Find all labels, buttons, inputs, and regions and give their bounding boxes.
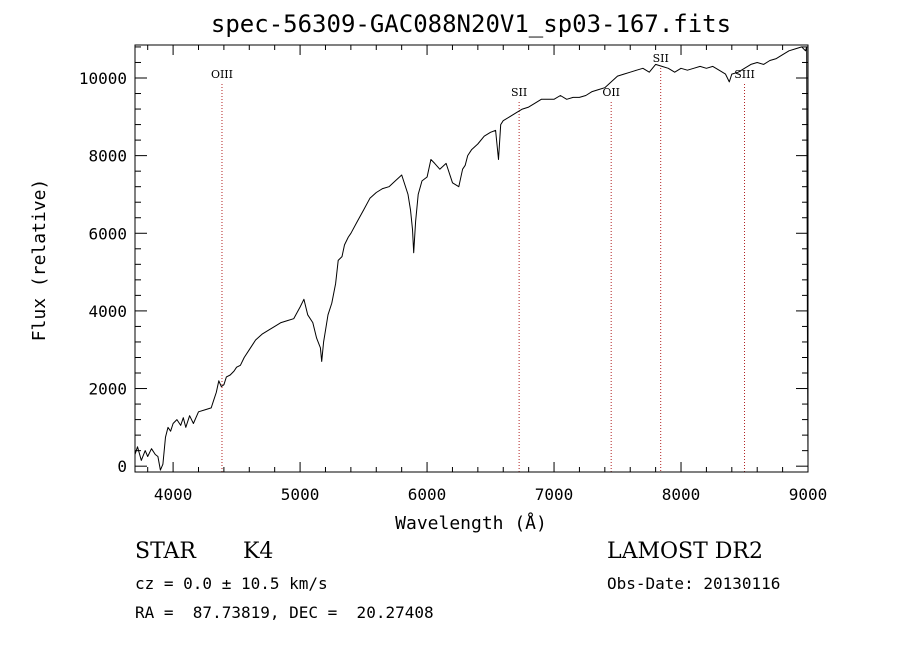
survey-name: LAMOST DR2: [607, 539, 763, 564]
y-tick-label: 8000: [88, 147, 127, 166]
spectrum-line-flux: [134, 46, 809, 471]
y-axis-ticks: 0 2000 4000 6000 8000 10000: [79, 46, 808, 476]
x-tick-label: 4000: [154, 485, 193, 504]
line-marker-label: SII: [653, 52, 669, 65]
plot-frame: [134, 44, 809, 473]
redshift-value: cz = 0.0 ± 10.5 km/s: [135, 574, 328, 593]
y-tick-label: 6000: [88, 224, 127, 243]
object-class: STAR: [135, 539, 196, 564]
x-tick-label: 9000: [789, 485, 828, 504]
x-tick-label: 8000: [662, 485, 701, 504]
y-axis-label: Flux (relative): [29, 179, 50, 342]
y-tick-label: 10000: [79, 69, 127, 88]
sky-coordinates: RA = 87.73819, DEC = 20.27408: [135, 603, 434, 622]
line-marker-label: SII: [511, 86, 527, 99]
object-subclass: K4: [243, 539, 274, 564]
line-marker-label: SIII: [734, 68, 755, 81]
y-tick-label: 2000: [88, 380, 127, 399]
observation-date: Obs-Date: 20130116: [607, 574, 781, 593]
x-tick-label: 6000: [408, 485, 447, 504]
line-marker-label: OIII: [211, 68, 233, 81]
line-marker-label: OII: [602, 86, 620, 99]
x-axis-ticks: 4000 5000 6000 7000 8000 9000: [147, 45, 828, 504]
y-tick-label: 0: [117, 457, 127, 476]
y-tick-label: 4000: [88, 302, 127, 321]
chart-title: spec-56309-GAC088N20V1_sp03-167.fits: [211, 10, 731, 38]
x-axis-label: Wavelength (Å): [395, 512, 547, 534]
x-tick-label: 7000: [535, 485, 574, 504]
spectrum-series: [134, 46, 809, 471]
x-tick-label: 5000: [281, 485, 320, 504]
